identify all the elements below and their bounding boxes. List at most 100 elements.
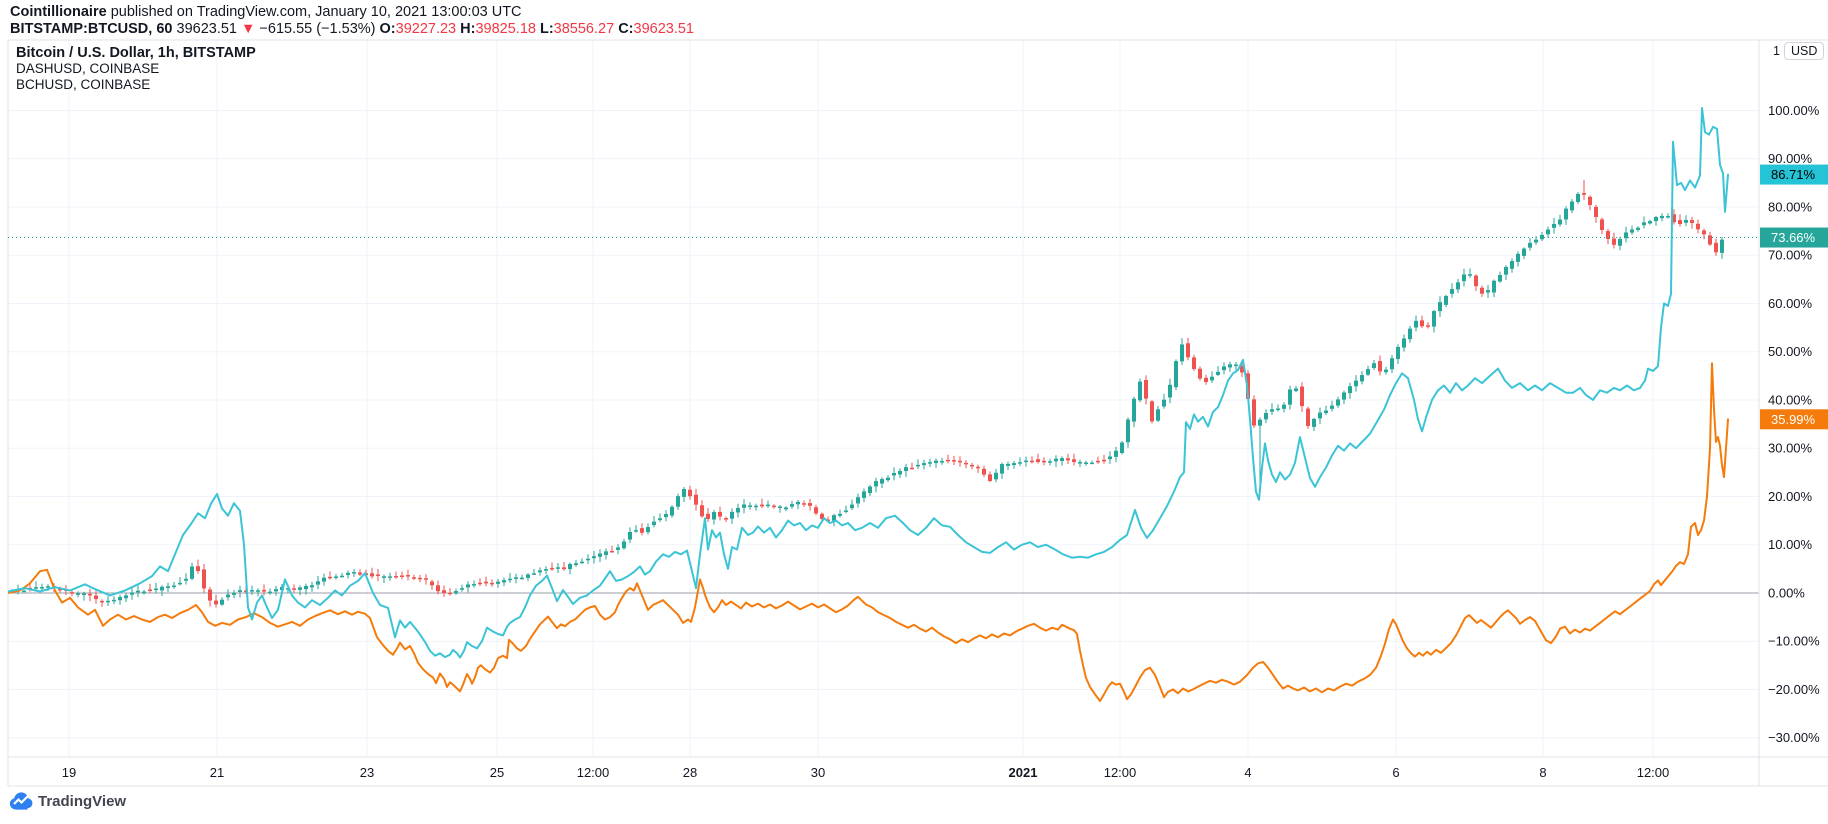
candle-body — [520, 577, 524, 580]
candle-body — [142, 591, 146, 594]
y-axis-label: 50.00% — [1768, 344, 1813, 359]
candle-body — [490, 582, 494, 585]
candle-body — [544, 569, 548, 571]
candle-body — [1402, 338, 1406, 348]
candle-body — [550, 567, 554, 570]
publish-header-line1: Cointillionaire published on TradingView… — [10, 4, 522, 21]
candle-body — [436, 585, 440, 592]
candle-body — [1372, 363, 1376, 368]
candle-body — [130, 592, 134, 595]
candle-body — [250, 590, 254, 592]
candle-body — [1528, 242, 1532, 248]
usd-unit-button[interactable]: USD — [1783, 42, 1825, 60]
y-axis-label: 60.00% — [1768, 296, 1813, 311]
candle-body — [124, 595, 128, 599]
candle-body — [196, 566, 200, 572]
candle-body — [1156, 409, 1160, 421]
candle-body — [1444, 295, 1448, 305]
candle-body — [1486, 290, 1490, 293]
candle-body — [946, 459, 950, 462]
candle-body — [652, 521, 656, 526]
candle-body — [1198, 368, 1202, 379]
candle-body — [1258, 419, 1262, 426]
candle-body — [1276, 408, 1280, 411]
candle-body — [1228, 364, 1232, 368]
candle-body — [688, 489, 692, 497]
candle-body — [802, 503, 806, 505]
candle-body — [1396, 346, 1400, 359]
candle-body — [1180, 344, 1184, 362]
y-axis-label: 80.00% — [1768, 199, 1813, 214]
candle-body — [574, 563, 578, 566]
candle-body — [952, 460, 956, 462]
x-axis-label: 4 — [1244, 765, 1251, 780]
open-label: O: — [379, 21, 396, 37]
candle-body — [1696, 223, 1700, 230]
price-badge-dashusd — [1760, 164, 1828, 185]
candle-body — [754, 505, 758, 508]
candle-body — [610, 550, 614, 553]
candle-body — [1678, 220, 1682, 225]
close-label: C: — [618, 21, 634, 37]
candle-body — [208, 589, 212, 601]
candle-body — [1114, 450, 1118, 457]
candle-body — [40, 587, 44, 589]
candle-body — [1132, 398, 1136, 422]
candle-body — [1222, 366, 1226, 371]
candle-body — [532, 573, 536, 575]
x-axis-label: 2021 — [1009, 765, 1038, 780]
candle-body — [1216, 371, 1220, 375]
candle-body — [1618, 239, 1622, 246]
candle-body — [1564, 208, 1568, 220]
candle-body — [1288, 389, 1292, 405]
tradingview-logo[interactable]: TradingView — [9, 791, 126, 811]
candle-body — [430, 581, 434, 586]
price-axis[interactable] — [1759, 40, 1828, 786]
price-badge-btcusd — [1760, 227, 1828, 248]
candle-body — [706, 513, 710, 519]
candle-body — [268, 591, 272, 594]
y-axis-label: 20.00% — [1768, 489, 1813, 504]
time-axis[interactable] — [8, 757, 1759, 786]
candle-body — [1642, 222, 1646, 226]
candle-body — [640, 528, 644, 533]
candle-body — [1588, 196, 1592, 206]
candle-body — [76, 593, 80, 595]
candle-body — [496, 581, 500, 584]
candle-body — [448, 592, 452, 595]
candle-body — [328, 576, 332, 579]
candle-body — [1540, 234, 1544, 240]
candle-body — [256, 590, 260, 592]
candle-body — [1312, 418, 1316, 427]
candle-body — [1426, 325, 1430, 327]
candle-body — [1708, 235, 1712, 245]
dashusd-line — [8, 107, 1729, 659]
candle-body — [1066, 458, 1070, 461]
legend-main-symbol[interactable]: Bitcoin / U.S. Dollar, 1h, BITSTAMP — [16, 45, 256, 61]
candle-body — [1234, 364, 1238, 367]
candle-body — [916, 464, 920, 467]
candle-body — [868, 486, 872, 494]
close-value: 39623.51 — [633, 21, 694, 37]
candle-body — [784, 507, 788, 510]
candle-body — [466, 584, 470, 588]
candle-body — [1150, 401, 1154, 422]
candle-body — [580, 561, 584, 564]
candle-body — [190, 566, 194, 579]
candle-body — [1684, 219, 1688, 223]
candle-body — [1120, 442, 1124, 454]
candle-body — [670, 506, 674, 516]
candle-body — [1342, 392, 1346, 400]
candle-body — [1174, 361, 1178, 388]
candle-body — [1498, 275, 1502, 282]
candle-body — [1306, 408, 1310, 426]
legend-compare-bchusd[interactable]: BCHUSD, COINBASE — [16, 76, 151, 92]
candle-body — [1348, 386, 1352, 394]
candle-body — [1672, 214, 1676, 223]
candle-body — [1102, 459, 1106, 462]
legend-compare-dashusd[interactable]: DASHUSD, COINBASE — [16, 61, 160, 76]
candle-body — [1558, 219, 1562, 225]
candle-body — [1660, 215, 1664, 219]
candle-body — [1036, 459, 1040, 463]
